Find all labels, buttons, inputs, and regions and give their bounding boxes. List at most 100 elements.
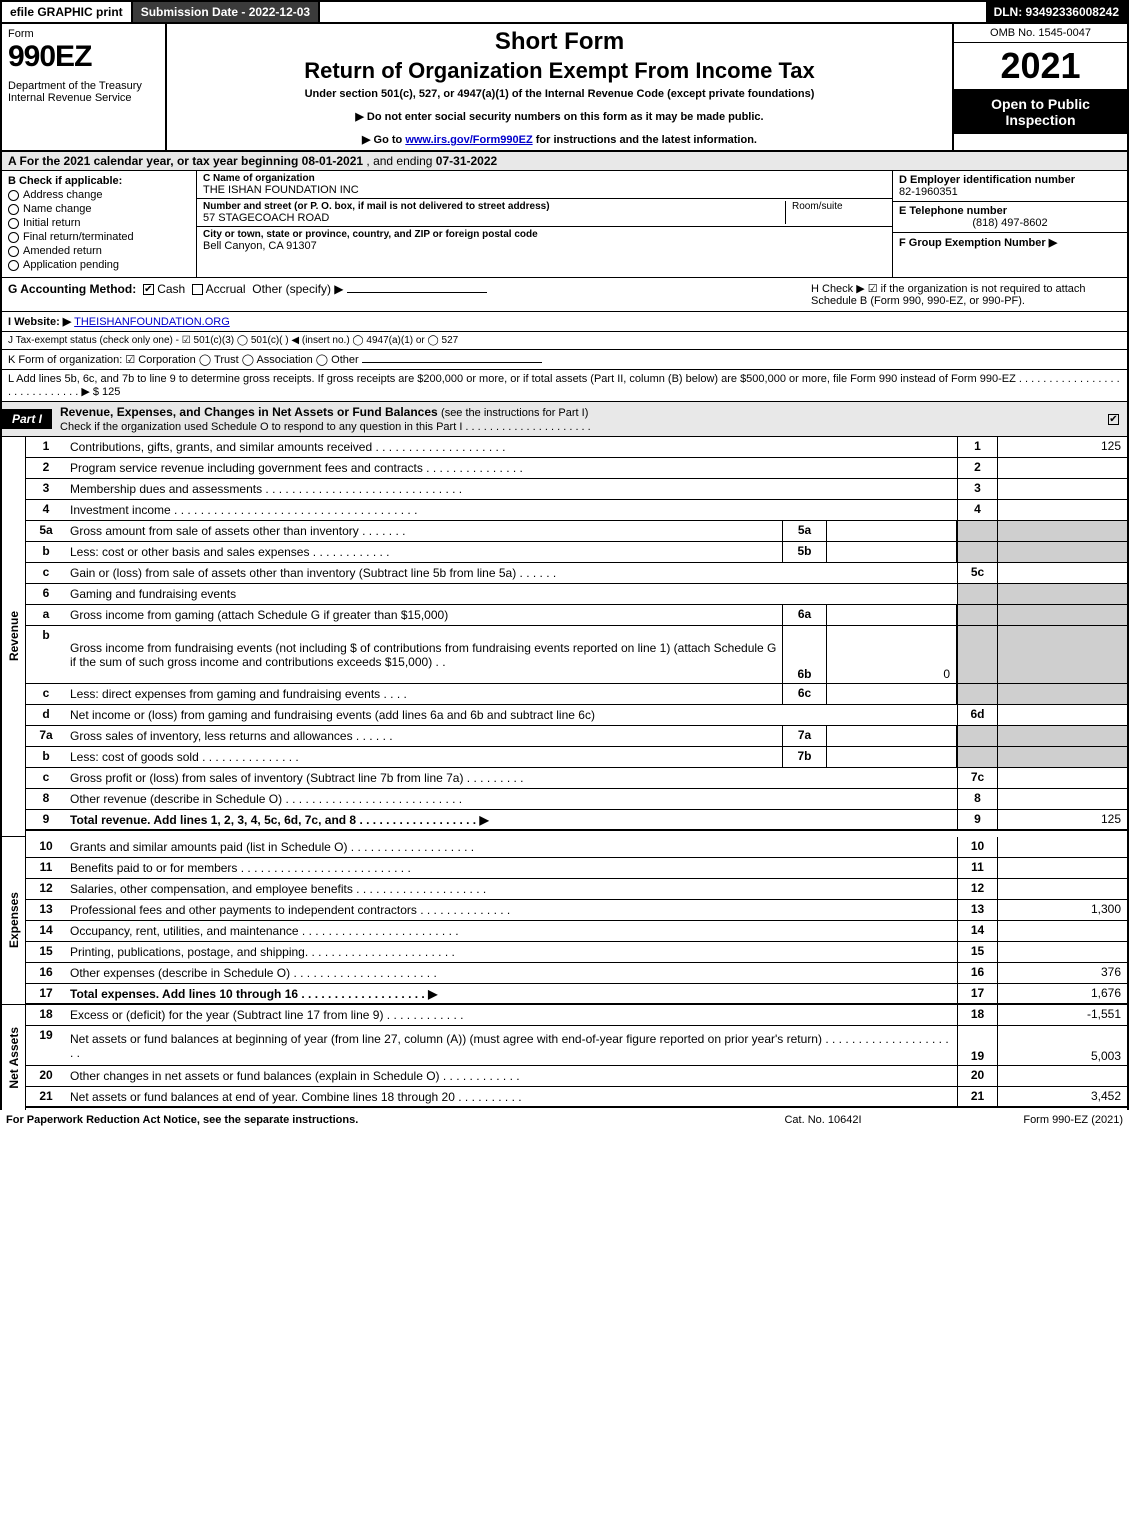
chk-name-change[interactable]: Name change [8, 203, 190, 215]
line-9: 9Total revenue. Add lines 1, 2, 3, 4, 5c… [26, 810, 1127, 831]
tax-year: 2021 [954, 43, 1127, 90]
rn: 16 [957, 963, 997, 983]
row-i: I Website: ▶ THEISHANFOUNDATION.ORG [0, 312, 1129, 332]
sb: 7b [782, 747, 827, 767]
rv: 1,300 [997, 900, 1127, 920]
chk-address-change[interactable]: Address change [8, 189, 190, 201]
line-3: 3Membership dues and assessments . . . .… [26, 479, 1127, 500]
footer-form: Form 990-EZ (2021) [923, 1114, 1123, 1126]
ld: Other expenses (describe in Schedule O) … [66, 963, 957, 983]
chk-label: Amended return [23, 245, 102, 257]
g-cash: Cash [157, 282, 185, 296]
rn-shade [957, 521, 997, 541]
chk-final-return[interactable]: Final return/terminated [8, 231, 190, 243]
header-middle: Short Form Return of Organization Exempt… [167, 24, 952, 150]
rv [997, 458, 1127, 478]
sv [827, 726, 957, 746]
top-bar: efile GRAPHIC print Submission Date - 20… [0, 0, 1129, 24]
part-i-grid: Revenue 1Contributions, gifts, grants, a… [0, 437, 1129, 1110]
ld: Net income or (loss) from gaming and fun… [66, 705, 957, 725]
rn: 18 [957, 1005, 997, 1025]
ld: Less: cost or other basis and sales expe… [66, 542, 782, 562]
rv-shade [997, 542, 1127, 562]
rn: 4 [957, 500, 997, 520]
k-other-blank[interactable] [362, 362, 542, 363]
k-text: K Form of organization: ☑ Corporation ◯ … [8, 354, 359, 366]
rn-shade [957, 684, 997, 704]
rv: 1,676 [997, 984, 1127, 1003]
rn: 8 [957, 789, 997, 809]
rv-shade [997, 521, 1127, 541]
website-link[interactable]: THEISHANFOUNDATION.ORG [74, 316, 230, 328]
row-j: J Tax-exempt status (check only one) - ☑… [0, 332, 1129, 350]
g-accrual: Accrual [206, 282, 246, 296]
checkbox-icon [1108, 414, 1119, 425]
rn: 12 [957, 879, 997, 899]
rv-shade [997, 726, 1127, 746]
rv-shade [997, 626, 1127, 683]
g-block: G Accounting Method: Cash Accrual Other … [8, 282, 791, 307]
checkbox-icon [8, 246, 19, 257]
efile-label[interactable]: efile GRAPHIC print [2, 2, 133, 22]
line-5b: bLess: cost or other basis and sales exp… [26, 542, 1127, 563]
rn-shade [957, 584, 997, 604]
ln: 10 [26, 837, 66, 857]
irs-link[interactable]: www.irs.gov/Form990EZ [405, 134, 532, 146]
line-10: 10Grants and similar amounts paid (list … [26, 837, 1127, 858]
ln: 6 [26, 584, 66, 604]
h-block: H Check ▶ ☑ if the organization is not r… [811, 282, 1121, 307]
rv [997, 563, 1127, 583]
line-21: 21Net assets or fund balances at end of … [26, 1087, 1127, 1108]
header-left: Form 990EZ Department of the Treasury In… [2, 24, 167, 150]
row-l: L Add lines 5b, 6c, and 7b to line 9 to … [0, 370, 1129, 402]
rv: -1,551 [997, 1005, 1127, 1025]
line-15: 15Printing, publications, postage, and s… [26, 942, 1127, 963]
checkbox-cash-icon[interactable] [143, 284, 154, 295]
checkbox-icon [8, 232, 19, 243]
note-goto-b: for instructions and the latest informat… [533, 134, 757, 146]
ld: Benefits paid to or for members . . . . … [66, 858, 957, 878]
ld: Investment income . . . . . . . . . . . … [66, 500, 957, 520]
line-6a: aGross income from gaming (attach Schedu… [26, 605, 1127, 626]
rv-shade [997, 684, 1127, 704]
ld: Contributions, gifts, grants, and simila… [66, 437, 957, 457]
ld: Other revenue (describe in Schedule O) .… [66, 789, 957, 809]
checkbox-accrual-icon[interactable] [192, 284, 203, 295]
line-13: 13Professional fees and other payments t… [26, 900, 1127, 921]
line-6: 6Gaming and fundraising events [26, 584, 1127, 605]
rv-shade [997, 605, 1127, 625]
chk-amended-return[interactable]: Amended return [8, 245, 190, 257]
line-17: 17 Total expenses. Add lines 10 through 1… [26, 984, 1127, 1005]
rv-shade [997, 747, 1127, 767]
rv [997, 879, 1127, 899]
c-name-lab: C Name of organization [203, 173, 886, 184]
chk-label: Address change [23, 189, 103, 201]
submission-date: Submission Date - 2022-12-03 [133, 2, 320, 22]
line-20: 20Other changes in net assets or fund ba… [26, 1066, 1127, 1087]
ln: 17 [26, 984, 66, 1003]
g-other-blank[interactable] [347, 292, 487, 293]
ld: Printing, publications, postage, and shi… [66, 942, 957, 962]
ld-bold: Total expenses. Add lines 10 through 16 … [70, 987, 437, 1001]
row-a: A For the 2021 calendar year, or tax yea… [0, 152, 1129, 171]
ld: Less: cost of goods sold . . . . . . . .… [66, 747, 782, 767]
line-5c: cGain or (loss) from sale of assets othe… [26, 563, 1127, 584]
header-right: OMB No. 1545-0047 2021 Open to Public In… [952, 24, 1127, 150]
rn: 13 [957, 900, 997, 920]
chk-initial-return[interactable]: Initial return [8, 217, 190, 229]
part-i-check[interactable] [1108, 412, 1119, 426]
b-label: B Check if applicable: [8, 175, 190, 187]
ln: 2 [26, 458, 66, 478]
col-b: B Check if applicable: Address change Na… [2, 171, 197, 277]
ld: Membership dues and assessments . . . . … [66, 479, 957, 499]
line-4: 4Investment income . . . . . . . . . . .… [26, 500, 1127, 521]
rn: 15 [957, 942, 997, 962]
rn: 20 [957, 1066, 997, 1086]
ln: 1 [26, 437, 66, 457]
chk-application-pending[interactable]: Application pending [8, 259, 190, 271]
rn: 21 [957, 1087, 997, 1106]
c-name-row: C Name of organization THE ISHAN FOUNDAT… [197, 171, 892, 199]
part-i-sub: (see the instructions for Part I) [441, 407, 588, 419]
line-5a: 5aGross amount from sale of assets other… [26, 521, 1127, 542]
rn: 10 [957, 837, 997, 857]
